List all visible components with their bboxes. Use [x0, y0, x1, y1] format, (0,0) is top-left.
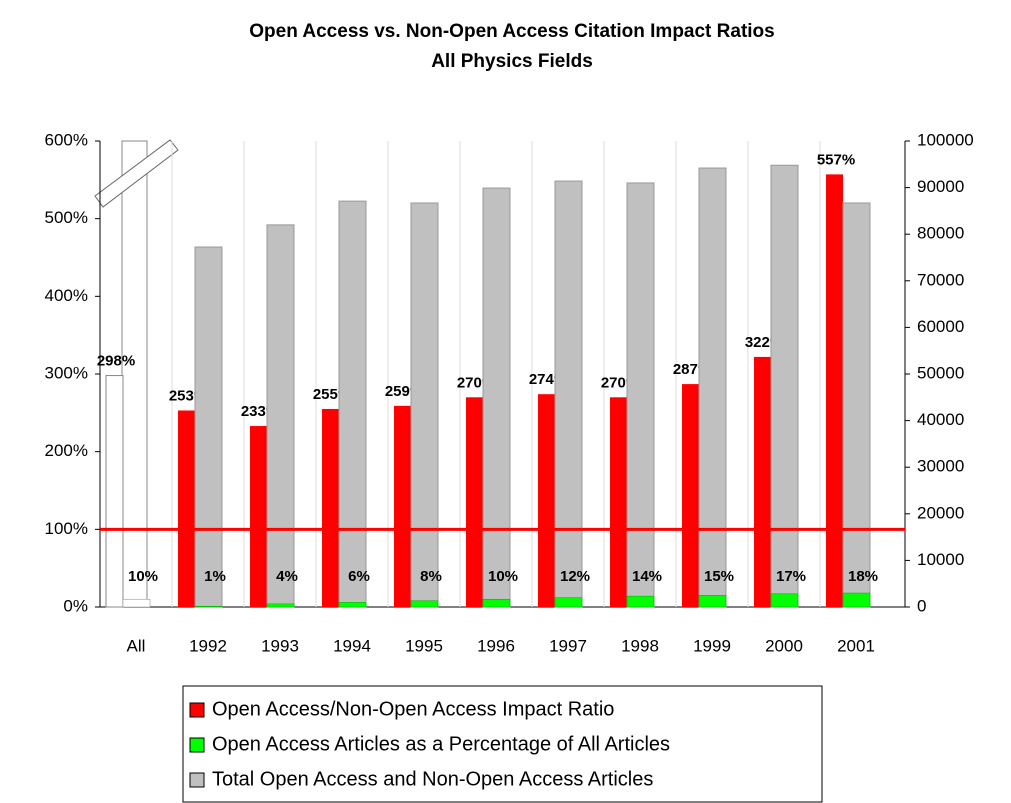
bar — [194, 246, 223, 608]
bar — [682, 384, 699, 607]
y2-tick-label: 30000 — [917, 457, 964, 476]
legend-box — [182, 685, 823, 803]
value-label: 17% — [776, 568, 806, 585]
legend-swatch — [189, 702, 205, 718]
bar — [554, 597, 583, 608]
bar — [410, 600, 439, 608]
bar — [466, 397, 483, 607]
value-label: 298% — [97, 353, 135, 370]
x-tick-label: 1994 — [333, 636, 371, 655]
x-tick-label: 1995 — [405, 636, 443, 655]
bar — [698, 167, 727, 608]
bar — [482, 598, 511, 608]
bar — [842, 592, 871, 608]
value-label: 4% — [276, 568, 298, 585]
value-label: 1% — [204, 568, 226, 585]
bar — [250, 426, 267, 607]
bar — [122, 598, 151, 608]
y2-tick-label: 50000 — [917, 363, 964, 382]
legend-label: Open Access/Non-Open Access Impact Ratio — [212, 698, 614, 720]
y2-tick-label: 10000 — [917, 550, 964, 569]
y2-tick-label: 40000 — [917, 410, 964, 429]
value-label: 10% — [128, 568, 158, 585]
y2-tick-label: 90000 — [917, 177, 964, 196]
y2-tick-label: 70000 — [917, 270, 964, 289]
bar — [410, 202, 439, 608]
y2-tick-label: 20000 — [917, 503, 964, 522]
value-label: 10% — [488, 568, 518, 585]
bar — [626, 595, 655, 608]
value-label: 8% — [420, 568, 442, 585]
bar — [194, 605, 223, 608]
bar — [610, 397, 627, 607]
chart-title: Open Access vs. Non-Open Access Citation… — [249, 21, 774, 42]
value-label: 18% — [848, 568, 878, 585]
y-tick-label: 600% — [45, 130, 88, 149]
bar — [770, 164, 799, 608]
value-label: 15% — [704, 568, 734, 585]
y2-tick-label: 100000 — [917, 130, 974, 149]
x-tick-label: 1992 — [189, 636, 227, 655]
value-label: 12% — [560, 568, 590, 585]
bar — [554, 180, 583, 608]
x-tick-label: 1993 — [261, 636, 299, 655]
bar — [105, 375, 124, 608]
legend-label: Open Access Articles as a Percentage of … — [212, 733, 670, 755]
y-tick-label: 300% — [45, 363, 88, 382]
value-label: 557% — [817, 151, 855, 168]
chart-subtitle: All Physics Fields — [431, 51, 593, 72]
all-total-outline — [121, 140, 148, 608]
bar — [770, 593, 799, 608]
bar — [826, 174, 843, 607]
x-tick-label: 1998 — [621, 636, 659, 655]
y-tick-label: 400% — [45, 286, 88, 305]
y-tick-label: 100% — [45, 519, 88, 538]
bar — [394, 405, 411, 607]
value-label: 6% — [348, 568, 370, 585]
bar — [338, 200, 367, 608]
x-tick-label: All — [127, 636, 146, 655]
bar — [266, 603, 295, 608]
x-tick-label: 2001 — [837, 636, 875, 655]
y2-tick-label: 0 — [917, 596, 926, 615]
value-label: 14% — [632, 568, 662, 585]
bar — [842, 202, 871, 608]
bar — [322, 408, 339, 607]
y-tick-label: 500% — [45, 208, 88, 227]
bar — [754, 356, 771, 607]
x-tick-label: 1997 — [549, 636, 587, 655]
bar — [538, 394, 555, 607]
legend-label: Total Open Access and Non-Open Access Ar… — [212, 768, 653, 790]
bar — [178, 410, 195, 607]
legend-swatch — [189, 772, 205, 788]
y-tick-label: 200% — [45, 441, 88, 460]
x-tick-label: 1999 — [693, 636, 731, 655]
x-tick-label: 1996 — [477, 636, 515, 655]
y2-tick-label: 60000 — [917, 317, 964, 336]
bar — [482, 187, 511, 608]
bar — [338, 602, 367, 608]
bar — [626, 182, 655, 608]
y2-tick-label: 80000 — [917, 224, 964, 243]
legend-swatch — [189, 737, 205, 753]
y-tick-label: 0% — [63, 596, 88, 615]
bar — [266, 224, 295, 608]
bar — [698, 595, 727, 608]
x-tick-label: 2000 — [765, 636, 803, 655]
